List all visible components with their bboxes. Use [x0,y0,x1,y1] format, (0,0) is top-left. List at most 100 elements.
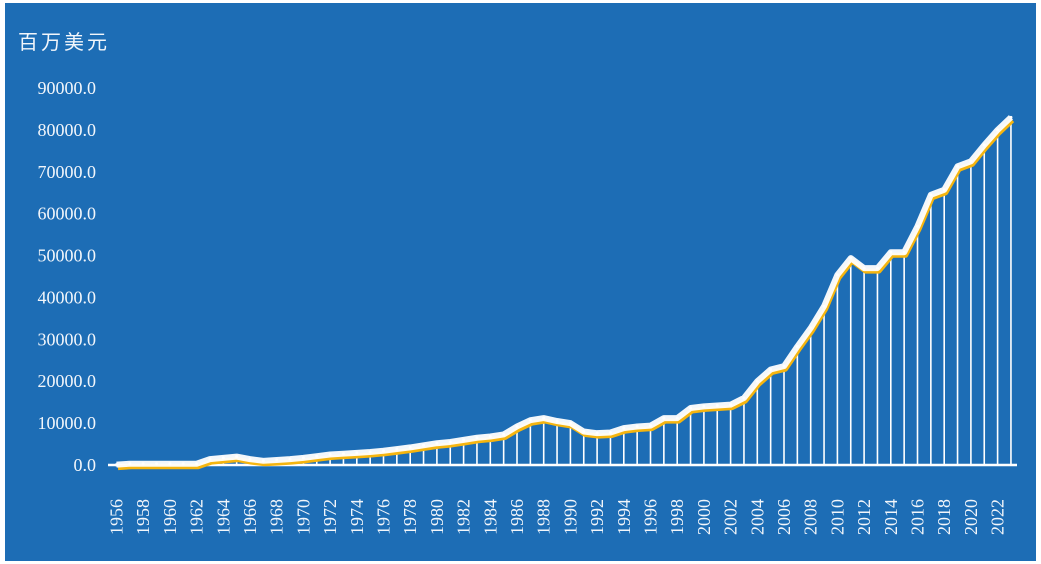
data-point-2003 [742,396,746,400]
data-point-1956 [115,463,118,467]
y-tick-label: 80000.0 [38,120,97,140]
data-point-2020 [969,159,973,163]
x-tick-label: 2008 [801,499,821,535]
data-point-2017 [929,193,933,197]
data-point-1968 [275,458,279,462]
x-tick-label: 1998 [667,499,687,535]
x-tick-label: 1972 [320,499,340,535]
data-point-2012 [862,266,866,270]
x-tick-label: 1974 [347,499,367,535]
data-point-1967 [261,459,265,463]
data-point-1957 [128,462,132,466]
data-point-2005 [769,367,773,371]
x-tick-label: 1990 [560,499,580,535]
data-point-1995 [635,424,639,428]
data-point-2018 [942,188,946,192]
data-point-1959 [155,462,159,466]
data-point-1973 [341,452,345,456]
data-point-2006 [782,364,786,368]
data-point-1978 [408,445,412,449]
data-point-2015 [902,250,906,254]
data-point-2007 [795,344,799,348]
data-point-1972 [328,453,332,457]
data-point-1983 [475,436,479,440]
x-tick-label: 2010 [827,499,847,535]
x-tick-label: 2002 [721,499,741,535]
x-tick-label: 1984 [480,499,500,535]
data-point-1981 [448,440,452,444]
x-tick-label: 1982 [454,499,474,535]
x-tick-label: 2016 [908,499,928,535]
data-point-1987 [528,418,532,422]
data-point-1969 [288,457,292,461]
data-point-2021 [982,143,986,147]
data-point-1986 [515,424,519,428]
data-point-1996 [649,424,652,428]
data-point-1990 [568,421,572,425]
unit-label: 百万美元 [18,30,110,54]
x-tick-label: 1994 [614,499,634,535]
data-point-2022 [996,128,1000,132]
x-tick-label: 1968 [267,499,287,535]
y-tick-label: 0.0 [74,455,97,475]
data-point-1965 [235,455,239,459]
data-point-1974 [355,451,359,455]
series-line [116,115,1014,468]
data-point-2001 [715,404,719,408]
data-point-1975 [368,450,372,454]
data-point-2010 [835,273,839,277]
y-tick-label: 50000.0 [38,246,97,266]
data-point-1976 [382,449,385,453]
data-point-1963 [208,457,212,461]
data-point-1966 [248,457,252,461]
data-point-2004 [755,379,759,383]
data-point-1991 [582,429,586,433]
data-point-1994 [622,426,626,430]
data-point-1958 [141,462,145,466]
x-tick-label: 2020 [961,499,981,535]
data-point-1984 [488,435,492,439]
x-tick-label: 1956 [107,499,127,535]
data-point-1985 [502,432,506,436]
data-point-1971 [315,454,319,458]
data-point-2008 [809,326,813,330]
data-point-2002 [729,403,733,407]
x-tick-label: 2000 [694,499,714,535]
x-tick-label: 1960 [160,499,180,535]
y-tick-label: 90000.0 [38,78,97,98]
y-tick-label: 40000.0 [38,287,97,307]
x-tick-label: 1976 [374,499,394,535]
series-line-shadow [117,118,1015,471]
x-tick-label: 2018 [934,499,954,535]
x-tick-label: 1980 [427,499,447,535]
data-point-2014 [889,250,893,254]
data-point-2013 [875,266,879,270]
x-tick-label: 1986 [507,499,527,535]
x-tick-label: 1992 [587,499,607,535]
data-point-2016 [916,224,919,228]
data-point-2000 [702,404,706,408]
x-tick-label: 1978 [400,499,420,535]
data-point-1970 [301,456,305,460]
y-tick-label: 20000.0 [38,371,97,391]
data-point-2011 [849,256,853,260]
y-tick-label: 60000.0 [38,204,97,224]
x-tick-label: 2014 [881,499,901,535]
data-point-1993 [608,431,612,435]
data-point-1962 [195,462,199,466]
x-tick-label: 2012 [854,499,874,535]
x-tick-label: 1962 [187,499,207,535]
x-tick-label: 2022 [988,499,1008,535]
x-tick-label: 1996 [641,499,661,535]
data-point-1992 [595,431,599,435]
data-point-1979 [422,443,426,447]
y-tick-label: 70000.0 [38,162,97,182]
data-point-1977 [395,447,399,451]
x-tick-label: 2004 [747,499,767,535]
data-point-1998 [675,416,679,420]
data-point-1989 [555,419,559,423]
data-point-1999 [689,406,693,410]
data-point-1982 [462,438,466,442]
data-point-1988 [542,416,546,420]
